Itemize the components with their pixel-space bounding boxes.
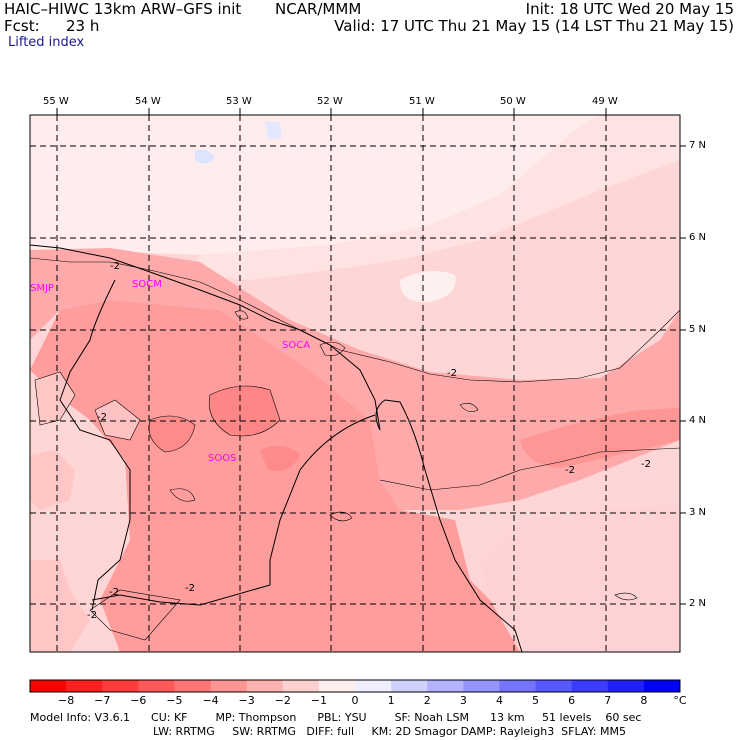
colorbar bbox=[29, 679, 681, 693]
colorbar-tick-label: −8 bbox=[58, 694, 75, 707]
lat-label: 4 N bbox=[689, 415, 707, 426]
contour-label: -2 bbox=[97, 412, 107, 423]
lat-label: 5 N bbox=[689, 324, 707, 335]
colorbar-tick-label: −2 bbox=[274, 694, 291, 707]
colorbar-tick-label: 3 bbox=[459, 694, 467, 707]
init-time: Init: 18 UTC Wed 20 May 15 bbox=[525, 0, 734, 18]
colorbar-tick-label: 1 bbox=[387, 694, 395, 707]
model-info-line2: LW: RRTMG SW: RRTMG DIFF: full KM: 2D Sm… bbox=[153, 725, 626, 738]
colorbar-swatch bbox=[391, 680, 428, 692]
lat-label: 7 N bbox=[689, 140, 707, 151]
contour-label: -2 bbox=[109, 587, 119, 598]
colorbar-swatch bbox=[138, 680, 175, 692]
colorbar-tick-label: 5 bbox=[532, 694, 540, 707]
colorbar-swatch bbox=[571, 680, 609, 692]
colorbar-tick-label: 8 bbox=[640, 694, 648, 707]
colorbar-tick-label: −6 bbox=[130, 694, 147, 707]
forecast-hour: 23 h bbox=[66, 17, 100, 35]
colorbar-tick-label: 4 bbox=[495, 694, 503, 707]
colorbar-swatch bbox=[355, 680, 392, 692]
lon-label: 51 W bbox=[409, 96, 435, 107]
colorbar-swatch bbox=[318, 680, 356, 692]
colorbar-tick-label: 6 bbox=[568, 694, 576, 707]
center-name: NCAR/MMM bbox=[275, 0, 362, 18]
lat-label: 6 N bbox=[689, 232, 707, 243]
colorbar-swatch bbox=[210, 680, 248, 692]
latlon-grid bbox=[30, 115, 680, 652]
contour-label: -2 bbox=[87, 610, 97, 621]
lon-label: 50 W bbox=[500, 96, 526, 107]
contour-label: -2 bbox=[185, 583, 195, 594]
contour-label: -2 bbox=[447, 368, 457, 379]
map-frame bbox=[29, 114, 681, 653]
lat-label: 2 N bbox=[689, 598, 707, 609]
colorbar-swatch bbox=[66, 680, 103, 692]
lon-label: 49 W bbox=[592, 96, 618, 107]
colorbar-swatch bbox=[427, 680, 464, 692]
coastlines-borders bbox=[30, 244, 523, 652]
lon-label: 53 W bbox=[226, 96, 252, 107]
colorbar-swatch bbox=[282, 680, 320, 692]
contour-label: -2 bbox=[565, 465, 575, 476]
colorbar-swatch bbox=[246, 680, 284, 692]
colorbar-tick-label: −1 bbox=[310, 694, 327, 707]
colorbar-tick-label: −3 bbox=[238, 694, 255, 707]
colorbar-swatch bbox=[174, 680, 212, 692]
axis-ticks bbox=[56, 108, 686, 605]
station-label: SMJP bbox=[30, 283, 54, 294]
lon-label: 52 W bbox=[317, 96, 343, 107]
shaded-field bbox=[30, 115, 680, 652]
lon-label: 55 W bbox=[43, 96, 69, 107]
colorbar-tick-label: −5 bbox=[166, 694, 183, 707]
colorbar-tick-label: 7 bbox=[604, 694, 612, 707]
colorbar-swatch bbox=[102, 680, 139, 692]
station-label: SOOS bbox=[208, 453, 237, 464]
colorbar-tick-label: −7 bbox=[94, 694, 111, 707]
colorbar-swatch bbox=[607, 680, 645, 692]
colorbar-tick-label: −4 bbox=[202, 694, 219, 707]
colorbar-swatch bbox=[499, 680, 537, 692]
contour-label: -2 bbox=[110, 261, 120, 272]
colorbar-unit: °C bbox=[673, 694, 687, 707]
colorbar-tick-label: 0 bbox=[351, 694, 359, 707]
station-label: SOCA bbox=[282, 340, 311, 351]
lat-label: 3 N bbox=[689, 507, 707, 518]
colorbar-swatch bbox=[535, 680, 573, 692]
model-title: HAIC–HIWC 13km ARW–GFS init bbox=[4, 0, 242, 18]
forecast-label: Fcst: bbox=[4, 17, 40, 35]
colorbar-swatch bbox=[643, 680, 681, 692]
colorbar-tick-label: 2 bbox=[423, 694, 431, 707]
station-label: SOCM bbox=[132, 279, 162, 290]
colorbar-swatch bbox=[463, 680, 500, 692]
valid-time: Valid: 17 UTC Thu 21 May 15 (14 LST Thu … bbox=[334, 17, 734, 35]
model-info-line1: Model Info: V3.6.1 CU: KF MP: Thompson P… bbox=[30, 711, 642, 724]
colorbar-swatch bbox=[30, 680, 67, 692]
field-name: Lifted index bbox=[8, 35, 85, 50]
contour-label: -2 bbox=[641, 459, 651, 470]
lon-label: 54 W bbox=[135, 96, 161, 107]
